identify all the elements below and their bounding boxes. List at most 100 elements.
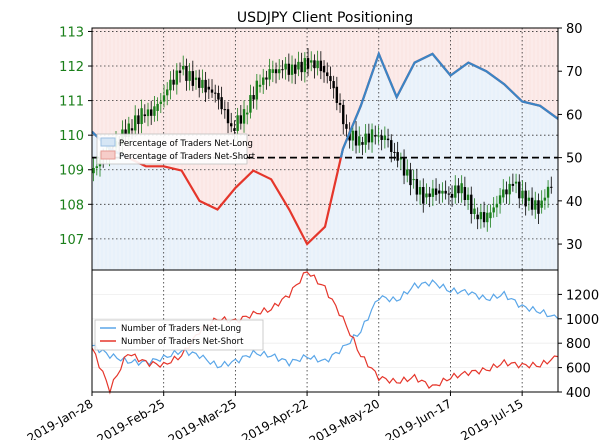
left-tick-label: 109: [59, 164, 84, 179]
bottom-tick-label: 1000: [566, 313, 599, 328]
price-candle: [124, 129, 127, 137]
price-candle: [258, 84, 262, 87]
price-candle: [233, 128, 236, 131]
price-candle: [495, 203, 499, 208]
price-candle: [134, 115, 137, 131]
price-candle: [249, 95, 252, 113]
x-tick-label: 2019-May-20: [307, 396, 382, 440]
price-candle: [428, 193, 431, 197]
price-candle: [380, 135, 383, 140]
price-candle: [342, 104, 345, 125]
right-tick-label: 30: [566, 238, 583, 253]
price-candle: [370, 129, 374, 143]
price-candle: [383, 135, 387, 140]
right-tick-label: 60: [566, 108, 583, 123]
price-candle: [466, 194, 470, 201]
price-candle: [210, 89, 214, 93]
price-candle: [492, 207, 495, 213]
net-short-count-line: [91, 271, 559, 395]
price-candle: [457, 185, 460, 194]
price-candle: [489, 212, 492, 219]
price-candle: [518, 181, 521, 199]
price-candle: [530, 197, 534, 210]
price-candle: [454, 185, 457, 198]
price-candle: [127, 123, 131, 137]
bottom-legend: Number of Traders Net-Long Number of Trad…: [94, 319, 264, 351]
bottom-tick-label: 1200: [566, 288, 599, 303]
price-candle: [511, 183, 515, 186]
x-tick-label: 2019-Jan-28: [25, 396, 96, 440]
price-candle: [441, 190, 444, 194]
price-candle: [345, 124, 348, 129]
price-candle: [418, 187, 422, 195]
price-candle: [290, 64, 294, 75]
chart-title: USDJPY Client Positioning: [237, 10, 413, 26]
net-long-shading: [92, 53, 558, 270]
price-candle: [409, 169, 412, 186]
price-candle: [303, 58, 307, 73]
price-candle: [358, 136, 361, 146]
price-candle: [146, 109, 150, 117]
price-candle: [486, 212, 489, 223]
price-candle: [431, 188, 435, 197]
top-legend-box: [96, 133, 248, 165]
price-candle: [354, 130, 358, 146]
price-candle: [393, 151, 396, 153]
price-candle: [223, 109, 227, 111]
price-candle: [367, 133, 371, 143]
price-candle: [150, 109, 153, 116]
price-candle: [130, 128, 134, 131]
left-tick-label: 112: [59, 60, 84, 75]
price-candle: [252, 95, 255, 100]
price-candle: [198, 77, 201, 88]
price-candle: [386, 138, 390, 141]
price-candle: [278, 69, 281, 74]
price-candle: [297, 61, 300, 70]
price-candle: [316, 60, 319, 69]
legend-swatch-net-long: [100, 137, 116, 147]
right-tick-label: 70: [566, 65, 583, 80]
legend-label-net-long: Percentage of Traders Net-Long: [119, 139, 253, 149]
left-tick-label: 113: [59, 25, 84, 40]
price-candle: [271, 69, 275, 73]
left-tick-label: 107: [59, 233, 84, 248]
price-candle: [265, 77, 268, 80]
price-candle: [95, 166, 99, 169]
price-candle: [230, 123, 233, 127]
bottom-tick-label: 800: [566, 337, 591, 352]
price-candle: [246, 112, 249, 115]
price-candle: [329, 76, 332, 82]
price-candle: [476, 214, 479, 220]
price-candle: [239, 115, 243, 124]
top-legend: Percentage of Traders Net-Long Percentage…: [96, 133, 256, 165]
net-long-count-line: [91, 279, 559, 369]
price-candle: [361, 142, 364, 145]
price-candle: [534, 200, 537, 210]
bottom-tick-label: 400: [566, 386, 591, 401]
price-candle: [310, 60, 313, 63]
price-candle: [178, 70, 182, 73]
price-candle: [322, 66, 326, 73]
price-candle: [543, 197, 547, 201]
price-candle: [236, 115, 239, 131]
price-candle: [284, 63, 287, 70]
price-candle: [226, 109, 230, 124]
price-candle: [514, 181, 518, 184]
price-candle: [194, 77, 198, 80]
price-candle: [313, 60, 316, 69]
price-candle: [537, 200, 540, 214]
x-tick-label: 2019-Apr-22: [239, 396, 310, 440]
price-candle: [338, 102, 342, 105]
price-candle: [482, 212, 486, 223]
price-candle: [207, 86, 211, 90]
price-candle: [540, 200, 543, 208]
price-candle: [444, 190, 447, 194]
price-candle: [396, 152, 399, 161]
price-candle: [527, 197, 531, 201]
price-candle: [185, 65, 188, 81]
price-candle: [255, 80, 259, 100]
price-candle: [242, 109, 246, 124]
price-candle: [188, 71, 191, 81]
price-candle: [143, 114, 147, 117]
x-tick-label: 2019-Jun-17: [383, 396, 454, 440]
